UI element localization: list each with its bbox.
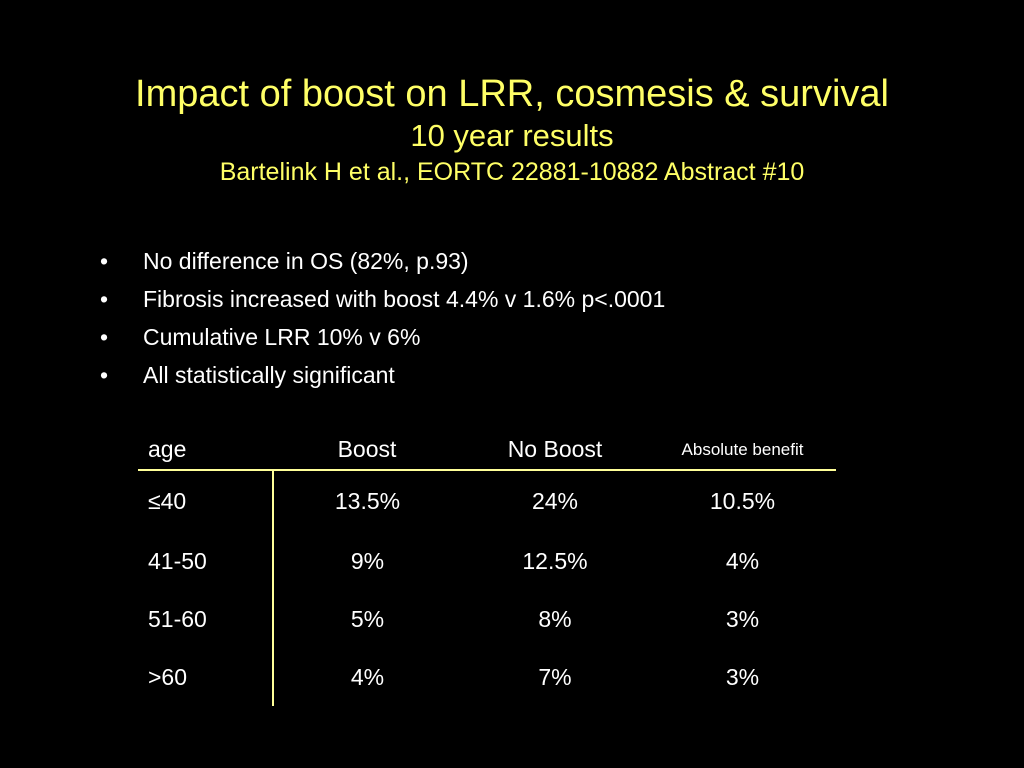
bullet-text: No difference in OS (82%, p.93)	[143, 248, 469, 274]
table-header-row: age Boost No Boost Absolute benefit	[138, 430, 836, 471]
bullet-text: All statistically significant	[143, 362, 395, 388]
bullet-item: • Fibrosis increased with boost 4.4% v 1…	[100, 280, 665, 318]
header-no-boost: No Boost	[461, 430, 649, 471]
cell-absolute-benefit: 3%	[725, 605, 760, 632]
cell-no-boost: 7%	[538, 663, 572, 690]
cell-no-boost: 24%	[531, 488, 579, 514]
bullet-text: Fibrosis increased with boost 4.4% v 1.6…	[143, 286, 666, 312]
header-boost: Boost	[273, 430, 461, 471]
cell-age: 41-50	[138, 532, 274, 590]
table-row: 41-50 9% 12.5% 4%	[138, 532, 836, 590]
cell-no-boost: 12.5%	[522, 547, 588, 574]
bullet-list: • No difference in OS (82%, p.93) • Fibr…	[100, 242, 665, 394]
results-table-wrapper: age Boost No Boost Absolute benefit ≤40 …	[138, 430, 836, 706]
cell-absolute-benefit: 3%	[725, 663, 760, 690]
bullet-glyph: •	[100, 362, 109, 388]
cell-boost: 9%	[350, 547, 385, 574]
cell-absolute-benefit: 10.5%	[709, 488, 776, 514]
table-row: >60 4% 7% 3%	[138, 648, 836, 706]
bullet-text: Cumulative LRR 10% v 6%	[143, 324, 421, 350]
bullet-glyph: •	[100, 324, 109, 350]
bullet-item: • No difference in OS (82%, p.93)	[100, 242, 665, 280]
table-row: 51-60 5% 8% 3%	[138, 590, 836, 648]
cell-boost: 13.5%	[334, 488, 401, 514]
bullet-glyph: •	[100, 286, 109, 312]
cell-boost: 5%	[350, 605, 385, 632]
slide-title: Impact of boost on LRR, cosmesis & survi…	[135, 73, 889, 115]
cell-no-boost: 8%	[538, 605, 572, 632]
bullet-item: • Cumulative LRR 10% v 6%	[100, 318, 665, 356]
cell-age: ≤40	[138, 470, 274, 532]
cell-boost: 4%	[350, 663, 385, 690]
slide-citation: Bartelink H et al., EORTC 22881-10882 Ab…	[219, 158, 805, 186]
slide-subtitle: 10 year results	[410, 118, 614, 153]
table-row: ≤40 13.5% 24% 10.5%	[138, 470, 836, 532]
bullet-item: • All statistically significant	[100, 356, 665, 394]
cell-age: 51-60	[138, 590, 274, 648]
cell-absolute-benefit: 4%	[725, 547, 760, 574]
title-block: Impact of boost on LRR, cosmesis & survi…	[0, 70, 1024, 190]
header-age: age	[138, 430, 273, 471]
results-table: age Boost No Boost Absolute benefit ≤40 …	[138, 430, 836, 706]
cell-age: >60	[138, 648, 274, 706]
header-absolute-benefit: Absolute benefit	[649, 430, 836, 471]
bullet-glyph: •	[100, 248, 109, 274]
